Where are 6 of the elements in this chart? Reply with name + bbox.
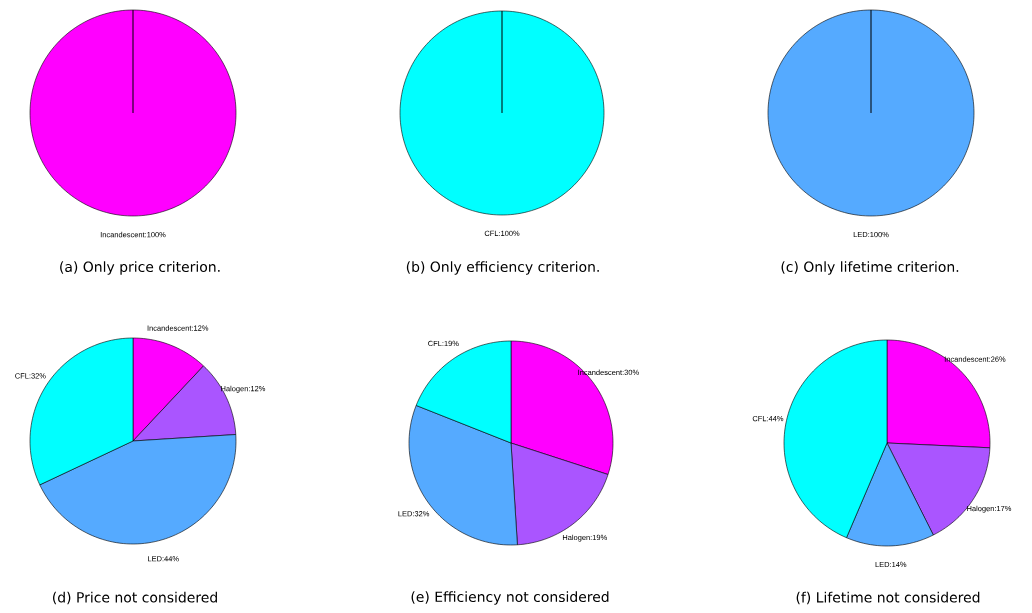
text: (a) Only price criterion. — [60, 261, 220, 275]
text: (f) Lifetime not considered — [796, 591, 980, 605]
text: (b) Only efficiency criterion. — [406, 261, 599, 275]
text: (c) Only lifetime criterion. — [781, 261, 959, 275]
text: (d) Price not considered — [53, 591, 217, 605]
text: (e) Efficiency not considered — [411, 591, 609, 605]
